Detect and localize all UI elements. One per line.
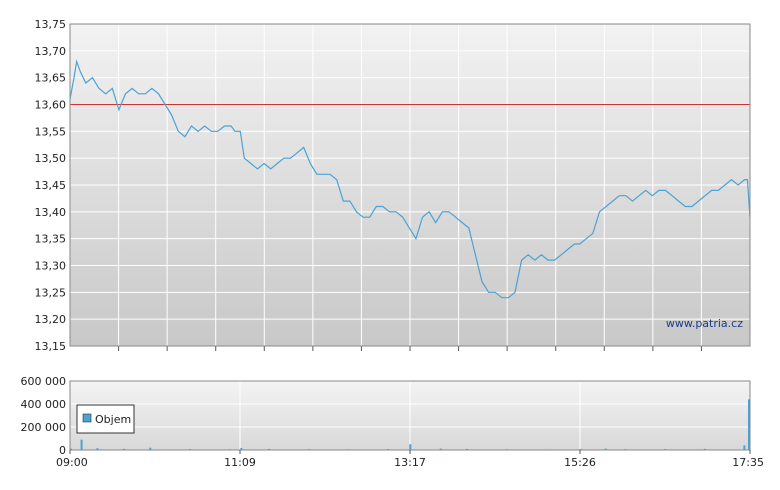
price-y-tick-label: 13,40	[35, 206, 67, 219]
x-tick-label: 11:09	[224, 456, 256, 469]
volume-bars	[70, 399, 750, 450]
volume-bar	[439, 448, 442, 450]
watermark: www.patria.cz	[666, 317, 743, 330]
price-y-tick-label: 13,50	[35, 152, 67, 165]
volume-y-axis: 600 000 400 000 200 000 0	[21, 375, 67, 457]
x-tick-label: 13:17	[394, 456, 426, 469]
volume-y-tick-label: 400 000	[21, 398, 67, 411]
price-y-tick-label: 13,15	[35, 340, 67, 353]
volume-y-tick-label: 0	[59, 444, 66, 457]
volume-bar	[748, 399, 750, 450]
volume-bar	[149, 447, 152, 450]
price-y-tick-label: 13,70	[35, 45, 67, 58]
price-line	[69, 59, 751, 299]
x-axis: 09:00 11:09 13:17 15:26 17:35	[56, 450, 764, 469]
price-y-tick-label: 13,35	[35, 233, 67, 246]
price-plot-border	[69, 23, 751, 347]
legend: Objem	[76, 404, 135, 434]
x-tick-label: 15:26	[564, 456, 596, 469]
volume-bar	[96, 448, 99, 450]
price-y-axis: 13,75 13,70 13,65 13,60 13,55 13,50 13,45 13,40…	[35, 18, 67, 353]
volume-y-tick-label: 600 000	[21, 375, 67, 388]
price-y-tick-label: 13,65	[35, 72, 67, 85]
volume-y-tick-label: 200 000	[21, 421, 67, 434]
x-tick-label: 09:00	[56, 456, 88, 469]
price-y-tick-label: 13,75	[35, 18, 67, 31]
volume-bar	[70, 448, 72, 450]
volume-bar	[122, 448, 125, 450]
legend-swatch	[82, 413, 92, 423]
price-y-tick-label: 13,45	[35, 179, 67, 192]
price-y-tick-label: 13,20	[35, 313, 67, 326]
legend-label: Objem	[95, 413, 131, 426]
price-y-tick-label: 13,30	[35, 260, 67, 273]
volume-bar	[703, 448, 706, 450]
price-y-tick-label: 13,25	[35, 286, 67, 299]
volume-bar	[604, 448, 607, 450]
price-grid	[70, 23, 750, 351]
volume-bar	[240, 447, 243, 450]
price-y-tick-label: 13,55	[35, 125, 67, 138]
volume-bar	[268, 448, 271, 450]
volume-bar	[80, 439, 83, 450]
volume-bar	[409, 444, 412, 450]
price-panel: 13,75 13,70 13,65 13,60 13,55 13,50 13,45 13,40…	[35, 18, 751, 353]
volume-panel: 600 000 400 000 200 000 0 09:00 11:09 13:17 15…	[21, 375, 765, 469]
volume-bar	[743, 445, 746, 450]
x-tick-label: 17:35	[732, 456, 764, 469]
price-y-tick-label: 13,60	[35, 99, 67, 112]
volume-bar	[579, 448, 582, 450]
volume-bar	[466, 448, 469, 450]
